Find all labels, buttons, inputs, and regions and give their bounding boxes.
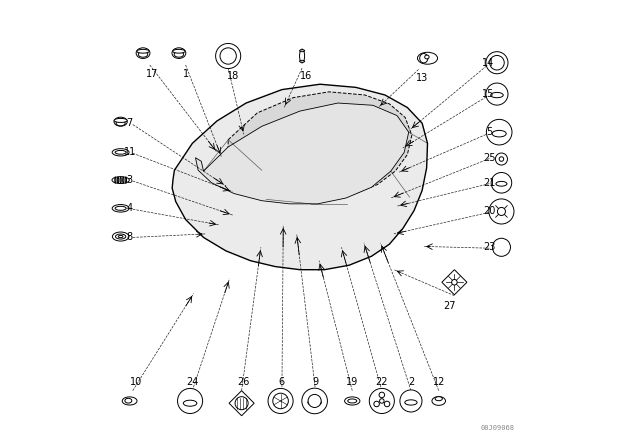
Text: 2: 2 — [408, 377, 414, 387]
Circle shape — [268, 388, 293, 414]
Ellipse shape — [174, 52, 184, 57]
Ellipse shape — [120, 177, 121, 183]
Ellipse shape — [300, 50, 305, 52]
Circle shape — [220, 48, 236, 64]
Circle shape — [273, 393, 289, 409]
Text: 25: 25 — [483, 153, 495, 163]
Text: 13: 13 — [416, 73, 428, 83]
Ellipse shape — [113, 232, 129, 241]
Text: 10: 10 — [130, 377, 143, 387]
Text: 17: 17 — [146, 69, 158, 79]
Ellipse shape — [344, 397, 360, 405]
Ellipse shape — [300, 49, 305, 63]
Polygon shape — [172, 84, 428, 270]
Text: 22: 22 — [376, 377, 388, 387]
Circle shape — [235, 396, 248, 410]
Circle shape — [302, 388, 328, 414]
Circle shape — [490, 56, 504, 70]
Circle shape — [380, 399, 384, 403]
Circle shape — [374, 401, 380, 407]
Text: 26: 26 — [237, 377, 249, 387]
Ellipse shape — [308, 400, 321, 405]
Ellipse shape — [300, 60, 305, 62]
Text: 23: 23 — [483, 242, 495, 252]
Ellipse shape — [183, 400, 197, 406]
Circle shape — [486, 83, 508, 105]
Ellipse shape — [417, 52, 438, 64]
Circle shape — [452, 280, 457, 285]
Text: 6: 6 — [279, 377, 285, 387]
Ellipse shape — [491, 92, 503, 98]
Text: 24: 24 — [186, 377, 198, 387]
Ellipse shape — [112, 205, 129, 212]
Ellipse shape — [496, 181, 507, 186]
Circle shape — [489, 199, 514, 224]
Text: 21: 21 — [483, 178, 495, 188]
Ellipse shape — [432, 396, 445, 405]
Circle shape — [216, 43, 241, 69]
Circle shape — [379, 392, 385, 398]
Text: 20: 20 — [483, 207, 495, 216]
Text: 5: 5 — [486, 127, 492, 137]
Circle shape — [400, 390, 422, 412]
Circle shape — [499, 157, 504, 161]
Ellipse shape — [492, 130, 506, 137]
Text: 12: 12 — [433, 377, 445, 387]
Ellipse shape — [115, 207, 126, 210]
Ellipse shape — [137, 49, 149, 53]
Text: 00J09068: 00J09068 — [481, 425, 515, 431]
Text: 19: 19 — [346, 377, 358, 387]
Circle shape — [492, 238, 511, 256]
Ellipse shape — [115, 151, 126, 154]
Ellipse shape — [172, 48, 186, 59]
Ellipse shape — [435, 396, 442, 401]
Ellipse shape — [115, 234, 126, 239]
Circle shape — [495, 153, 508, 165]
Ellipse shape — [425, 55, 429, 59]
Circle shape — [177, 388, 203, 414]
Circle shape — [308, 394, 321, 408]
Ellipse shape — [114, 117, 127, 126]
Circle shape — [497, 207, 506, 215]
Text: 16: 16 — [300, 71, 312, 81]
Text: 1: 1 — [182, 69, 189, 79]
Circle shape — [486, 52, 508, 74]
Text: 7: 7 — [127, 118, 132, 128]
Text: 27: 27 — [444, 301, 456, 310]
Text: 9: 9 — [312, 377, 319, 387]
Text: 3: 3 — [127, 175, 132, 185]
Ellipse shape — [404, 400, 417, 405]
Text: 18: 18 — [227, 71, 239, 81]
Ellipse shape — [136, 48, 150, 59]
Circle shape — [369, 388, 394, 414]
Text: 4: 4 — [127, 203, 132, 213]
Ellipse shape — [114, 118, 127, 122]
Text: 11: 11 — [124, 147, 136, 157]
Ellipse shape — [348, 399, 356, 403]
Circle shape — [491, 172, 512, 193]
Ellipse shape — [420, 54, 428, 63]
Ellipse shape — [125, 177, 127, 183]
Ellipse shape — [117, 177, 118, 183]
Ellipse shape — [125, 398, 132, 403]
Text: 8: 8 — [127, 232, 132, 241]
Ellipse shape — [122, 397, 137, 405]
Polygon shape — [228, 92, 412, 198]
Ellipse shape — [115, 177, 116, 183]
Polygon shape — [195, 103, 409, 204]
Text: 14: 14 — [482, 58, 494, 68]
Text: 15: 15 — [482, 89, 494, 99]
Ellipse shape — [123, 177, 124, 183]
Circle shape — [384, 401, 390, 407]
Ellipse shape — [118, 235, 123, 238]
Ellipse shape — [173, 49, 185, 53]
Ellipse shape — [112, 149, 129, 156]
Polygon shape — [229, 391, 254, 416]
Ellipse shape — [138, 52, 148, 57]
Ellipse shape — [112, 177, 129, 184]
Circle shape — [486, 119, 512, 145]
Polygon shape — [442, 270, 467, 295]
Ellipse shape — [116, 121, 125, 126]
